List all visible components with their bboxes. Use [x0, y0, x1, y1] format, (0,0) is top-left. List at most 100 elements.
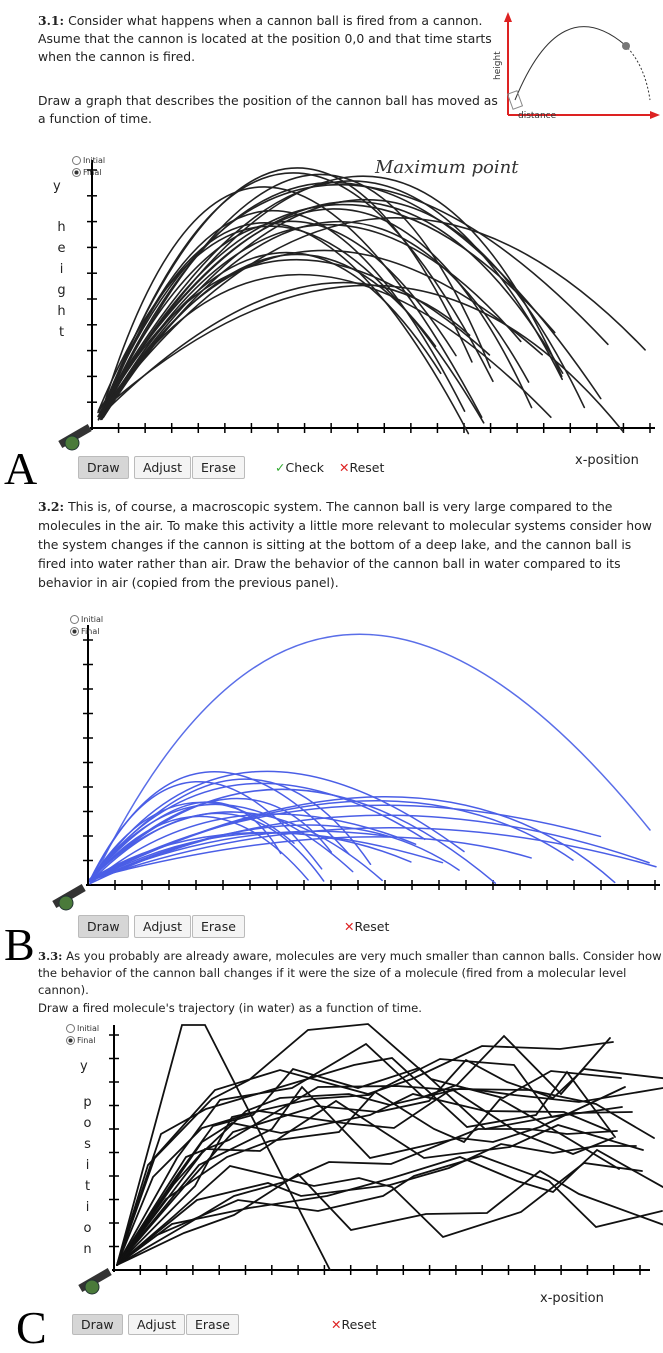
radio-final[interactable]: Final	[72, 168, 101, 177]
sketch-trajectory	[116, 1148, 663, 1266]
radio-label: Final	[83, 168, 102, 177]
sketch-trajectory	[116, 1058, 663, 1266]
sketch-trajectory	[116, 1085, 614, 1266]
sketch-curve	[97, 208, 533, 414]
y-label: y	[80, 1059, 88, 1074]
sketch-trajectory	[116, 1034, 611, 1266]
question-number: 3.3:	[38, 949, 63, 963]
reset-button[interactable]: ✕Reset	[335, 915, 399, 938]
button-text: Reset	[341, 1317, 377, 1332]
sketch-curve	[89, 830, 387, 882]
instruction: Draw a graph that describes the position…	[38, 93, 498, 126]
sketch-curve	[97, 217, 646, 417]
sketch-curve	[89, 811, 383, 882]
draw-button[interactable]: Draw	[78, 915, 129, 938]
sketch-curve	[89, 812, 325, 883]
panel-label: A	[4, 443, 38, 494]
sketch-trajectory	[116, 1155, 663, 1266]
erase-button[interactable]: Erase	[192, 456, 245, 479]
y-label: y	[53, 179, 61, 194]
ticks	[83, 169, 656, 1275]
adjust-button[interactable]: Adjust	[128, 1314, 186, 1335]
sketch-curve	[101, 203, 556, 415]
adjust-button[interactable]: Adjust	[134, 915, 192, 938]
draw-button[interactable]: Draw	[78, 456, 129, 479]
radio-final[interactable]: Final	[66, 1036, 95, 1045]
radio-label: Final	[77, 1036, 96, 1045]
sketch-trajectory	[116, 1093, 613, 1266]
question: 3.1: Consider what happens when a cannon…	[38, 12, 508, 66]
question-number: 3.1:	[38, 13, 65, 28]
sketch-curve	[91, 633, 651, 883]
sketch-trajectory	[116, 1085, 626, 1266]
radio-label: Initial	[83, 156, 106, 165]
erase-button[interactable]: Erase	[186, 1314, 239, 1335]
radio-initial[interactable]: Initial	[70, 615, 103, 624]
cannon-icon	[52, 424, 112, 1295]
sketch-curve	[99, 180, 563, 413]
sketch-curve	[89, 770, 465, 883]
x-label: x-position	[575, 453, 639, 468]
curves	[89, 167, 663, 1271]
y-word: height	[54, 220, 69, 346]
inset-figure	[504, 12, 660, 119]
question: 3.3: As you probably are already aware, …	[38, 948, 663, 999]
question-number: 3.2:	[38, 499, 65, 514]
erase-button[interactable]: Erase	[192, 915, 245, 938]
sketch-curve	[100, 281, 471, 416]
question-text: As you probably are already aware, molec…	[38, 949, 662, 997]
question-text: This is, of course, a macroscopic system…	[38, 499, 652, 590]
sketch-curve	[101, 173, 492, 415]
radio-final[interactable]: Final	[70, 627, 99, 636]
sketch-curve	[89, 803, 354, 883]
draw-button[interactable]: Draw	[72, 1314, 123, 1335]
reset-button[interactable]: ✕Reset	[330, 456, 394, 479]
radio-label: Initial	[77, 1024, 100, 1033]
x-label: x-position	[540, 1291, 604, 1306]
button-text: Reset	[349, 460, 385, 475]
sketch-curve	[89, 804, 602, 881]
sketch-trajectory	[116, 1057, 616, 1266]
sketch-curve	[89, 801, 295, 882]
sketch-curve	[89, 788, 497, 884]
button-text: Reset	[354, 919, 390, 934]
sketch-curve	[97, 225, 485, 424]
sketch-curve	[89, 832, 412, 883]
sketch-trajectory	[116, 1099, 644, 1266]
sketch-curve	[101, 186, 483, 419]
question-text: Consider what happens when a cannon ball…	[38, 13, 492, 64]
sketch-curve	[89, 836, 532, 880]
radio-initial[interactable]: Initial	[66, 1024, 99, 1033]
instruction: Draw a fired molecule's trajectory (in w…	[38, 1001, 422, 1015]
annotation: Maximum point	[374, 157, 519, 178]
sketch-curve	[97, 175, 563, 418]
sketch-trajectory	[116, 1128, 618, 1266]
reset-button[interactable]: ✕Reset	[322, 1314, 386, 1335]
radio-initial[interactable]: Initial	[72, 156, 105, 165]
sketch-curve	[100, 223, 522, 420]
inset-x-label: distance	[518, 111, 557, 121]
sketch-trajectory	[116, 1143, 637, 1266]
panel-label: C	[16, 1302, 47, 1353]
axes	[86, 160, 660, 1272]
sketch-trajectory	[116, 1058, 623, 1266]
sketch-curve	[89, 771, 351, 883]
sketch-trajectory	[116, 1041, 614, 1266]
y-word: position	[80, 1095, 95, 1263]
inset-y-label: height	[493, 51, 503, 80]
sketch-curve	[89, 778, 372, 881]
sketch-curve	[97, 167, 473, 421]
sketch-trajectory	[116, 1088, 655, 1266]
question: 3.2: This is, of course, a macroscopic s…	[38, 497, 658, 592]
sketch-curve	[89, 814, 650, 885]
sketch-curve	[99, 259, 491, 417]
check-button[interactable]: ✓Check	[266, 456, 333, 479]
adjust-button[interactable]: Adjust	[134, 456, 192, 479]
sketch-curve	[89, 796, 616, 884]
sketch-curve	[98, 183, 609, 418]
sketch-trajectory	[116, 1024, 331, 1271]
panel-label: B	[4, 919, 35, 970]
sketch-trajectory	[116, 1023, 622, 1266]
